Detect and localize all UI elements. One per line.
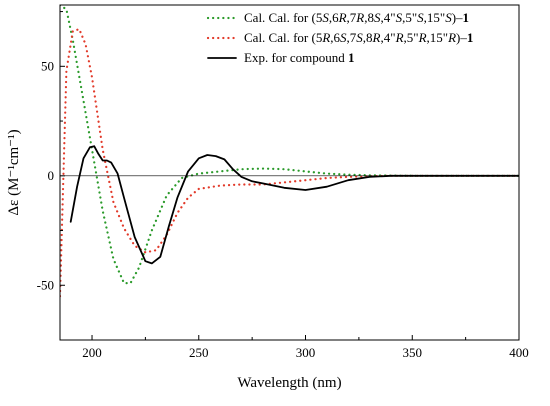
legend-label-3: Exp. for compound 1 bbox=[244, 50, 354, 65]
x-tick-label: 250 bbox=[189, 345, 209, 360]
axes: 200 250 300 350 400 50 0 -50 bbox=[37, 4, 529, 360]
x-tick-label: 400 bbox=[509, 345, 529, 360]
series-line-1 bbox=[60, 5, 519, 285]
plot-area bbox=[60, 5, 519, 298]
legend: Cal. Cal. for (5S,6R,7R,8S,4"S,5"S,15"S)… bbox=[206, 10, 473, 65]
y-tick-label: 0 bbox=[48, 168, 55, 183]
x-tick-label: 300 bbox=[296, 345, 316, 360]
series-line-3 bbox=[69, 145, 519, 265]
x-axis-label: Wavelength (nm) bbox=[237, 375, 341, 391]
legend-label-1: Cal. Cal. for (5S,6R,7R,8S,4"S,5"S,15"S)… bbox=[244, 10, 469, 25]
plot-frame bbox=[59, 4, 520, 341]
x-tick-label: 350 bbox=[403, 345, 423, 360]
y-tick-label: 50 bbox=[41, 58, 54, 73]
x-tick-label: 200 bbox=[82, 345, 102, 360]
legend-label-2: Cal. Cal. for (5R,6S,7S,8R,4"R,5"R,15"R)… bbox=[244, 30, 473, 45]
y-tick-label: -50 bbox=[37, 277, 54, 292]
y-axis-label: Δε (M⁻¹cm⁻¹) bbox=[6, 129, 22, 215]
series-line-2 bbox=[60, 28, 519, 298]
